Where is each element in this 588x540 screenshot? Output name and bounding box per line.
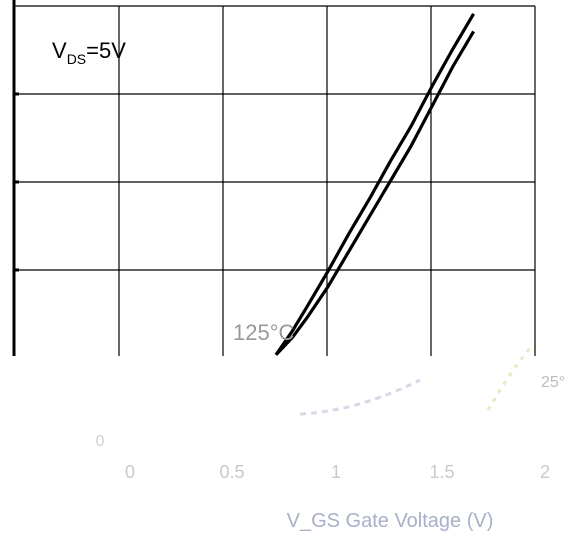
x-tick-label: 0	[125, 462, 135, 482]
x-tick-label: 2	[540, 462, 550, 482]
x-tick-label: 0.5	[219, 462, 244, 482]
series-faded-tail	[299, 378, 421, 416]
series-line-0	[274, 30, 475, 356]
y-tick-label: 0	[96, 433, 105, 450]
condition-label-rest: =5V	[86, 38, 126, 63]
condition-label-sub: DS	[67, 51, 86, 67]
series-faded-tail-2	[486, 347, 532, 411]
x-axis-label: V_GS Gate Voltage (V)	[287, 510, 494, 532]
condition-label-base: V	[52, 38, 67, 63]
x-tick-label: 1.5	[429, 462, 454, 482]
series-line-1	[274, 12, 475, 356]
condition-label: VDS=5V	[52, 38, 126, 67]
temp-label-25c: 25°	[541, 374, 565, 391]
x-tick-label: 1	[331, 462, 341, 482]
temp-label-125c: 125°C	[233, 320, 295, 345]
